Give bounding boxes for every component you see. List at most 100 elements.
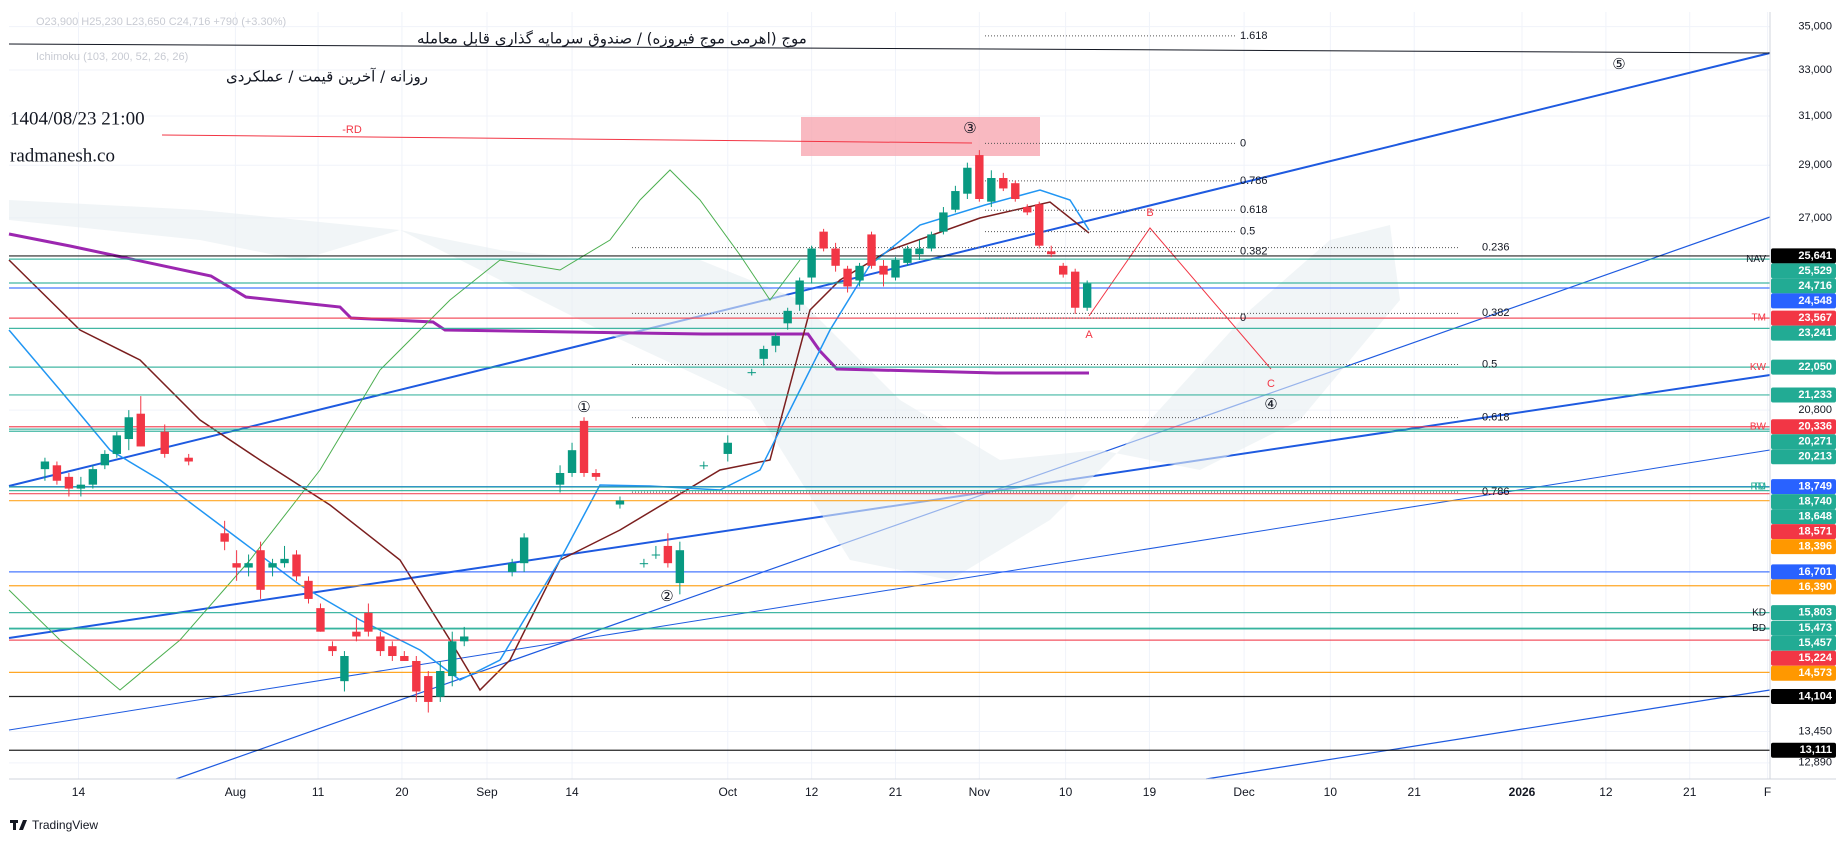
candle-body [651, 554, 661, 556]
candle-body [136, 413, 145, 447]
x-tick-label: 21 [889, 785, 903, 799]
price-tag: NAV [1746, 254, 1766, 265]
candle-body [184, 457, 193, 462]
candle-body [124, 417, 133, 440]
candle-body [903, 248, 912, 263]
candle-body [795, 280, 804, 305]
kijun-line [8, 232, 1089, 375]
wave-label: ③ [963, 120, 976, 137]
candle-body [747, 372, 756, 374]
price-label-box [1771, 539, 1836, 555]
candle-body [579, 420, 589, 473]
fib-label: 0.618 [1482, 412, 1510, 424]
zone-box [801, 117, 1040, 156]
price-label-box [1771, 278, 1836, 294]
price-label-box [1771, 263, 1836, 279]
x-tick-label: 12 [805, 785, 819, 799]
candle-body [448, 641, 457, 677]
price-label: 16,390 [1798, 581, 1832, 593]
candle-body [100, 453, 110, 466]
price-label-box [1771, 665, 1836, 681]
candle-body [292, 554, 301, 577]
candle-body [1070, 271, 1080, 308]
price-label-box [1771, 310, 1836, 326]
wave-label: ⑤ [1612, 56, 1625, 73]
candle-body [400, 656, 409, 661]
x-tick-label: Nov [969, 785, 990, 799]
price-label: 24,548 [1798, 295, 1832, 307]
logo-part [13, 820, 16, 830]
price-tag: TM [1752, 313, 1766, 324]
trend-line [1205, 689, 1771, 780]
trend-line [8, 449, 1771, 731]
fib-label: 0.5 [1240, 226, 1255, 238]
x-tick-label: 19 [1143, 785, 1157, 799]
candle-body [771, 336, 780, 346]
ichimoku-cloud [9, 200, 1400, 580]
price-label: 18,396 [1798, 541, 1832, 553]
price-label: 15,803 [1798, 607, 1832, 619]
price-tag: RM [1750, 482, 1766, 493]
chart-subtitle: روزانه / آخرین قیمت / عملکردی [226, 68, 428, 86]
y-axis: 35,000 33,000 31,000 29,000 27,000 20,800 13,4… [1746, 21, 1836, 769]
price-label-box [1771, 620, 1836, 636]
y-tick-label: 31,000 [1798, 110, 1832, 122]
price-tag: KW [1750, 362, 1767, 373]
price-label-box [1771, 688, 1836, 704]
price-label: 23,241 [1798, 327, 1832, 339]
price-label-box [1771, 293, 1836, 309]
price-label-box [1771, 325, 1836, 341]
candle-body [76, 484, 86, 489]
price-tag: BD [1752, 623, 1766, 634]
candle-body [460, 636, 469, 642]
price-label: 14,104 [1798, 690, 1833, 702]
candle-body [783, 310, 792, 324]
candle-body [244, 563, 253, 568]
candle-body [1035, 204, 1044, 246]
y-tick-label: 35,000 [1798, 21, 1832, 33]
fib-label: 0 [1240, 137, 1246, 149]
candle-body [507, 563, 517, 572]
drawings [8, 43, 1771, 780]
price-label-box [1771, 449, 1836, 465]
price-label: 21,233 [1798, 389, 1832, 401]
candle-body [939, 212, 948, 232]
candle-body [52, 465, 62, 481]
candle-body [412, 660, 421, 692]
candle-body [88, 469, 98, 485]
fib-label: 0.786 [1482, 486, 1510, 498]
candle-body [975, 155, 984, 199]
price-label-box [1771, 742, 1836, 758]
candle-body [927, 234, 936, 249]
y-tick-label: 13,450 [1798, 725, 1832, 737]
candle-body [1011, 183, 1020, 199]
rd-line [161, 134, 973, 144]
candle-body [963, 167, 972, 194]
price-label-box [1771, 494, 1836, 510]
price-label: 22,050 [1798, 361, 1832, 373]
x-axis: 14 Aug 11 20 Sep 14 Oct 12 21 Nov 10 19 Dec 10 21 2026 1… [72, 785, 1771, 799]
price-label: 18,740 [1798, 496, 1832, 508]
candle-body [519, 537, 529, 564]
x-tick-label: 2026 [1509, 785, 1536, 799]
fib-label: 0.382 [1482, 307, 1510, 319]
logo-part [19, 820, 27, 830]
fib-label: 0.5 [1482, 358, 1497, 370]
candle-body [843, 268, 852, 287]
price-label-box [1771, 564, 1836, 580]
candle-body [807, 248, 816, 278]
price-label: 20,271 [1798, 436, 1832, 448]
price-label-box [1771, 605, 1836, 621]
fib-label: 0.786 [1240, 175, 1268, 187]
candle-body [1047, 251, 1056, 255]
x-tick-label: Aug [225, 785, 246, 799]
x-tick-label: 10 [1059, 785, 1073, 799]
chart-title: موج (اهرمی موج فیروزه) / صندوق سرمایه گذ… [417, 30, 807, 49]
price-label: 23,567 [1798, 312, 1832, 324]
fib-label: 0.382 [1240, 245, 1268, 257]
candle-body [112, 435, 122, 454]
annotation: -RD [342, 124, 362, 136]
x-tick-label: 12 [1599, 785, 1613, 799]
price-tag: BW [1750, 421, 1767, 432]
